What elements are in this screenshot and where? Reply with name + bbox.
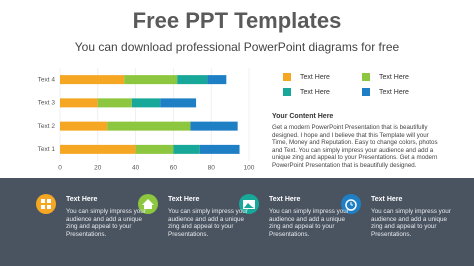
- content-body: Get a modern PowerPoint Presentation tha…: [272, 124, 438, 169]
- x-tick-label: 0: [58, 165, 62, 172]
- bar-segment: [160, 98, 197, 108]
- bar-segment: [177, 75, 208, 85]
- bar-segment: [60, 121, 108, 131]
- icon: [239, 194, 259, 214]
- bar-segment: [131, 98, 161, 108]
- legend-label: Text Here: [379, 74, 409, 81]
- bar-segment: [190, 121, 238, 131]
- legend-swatch: [362, 88, 370, 96]
- feature-body: You can simply impress your audience and…: [371, 208, 451, 238]
- icons: [36, 194, 361, 214]
- y-tick-label: Text 3: [38, 100, 56, 107]
- x-tick-label: 40: [132, 165, 140, 172]
- bar-segment: [60, 98, 98, 108]
- bar-segment: [60, 144, 136, 154]
- feature-body: You can simply impress your audience and…: [269, 208, 349, 238]
- legend-label: Text Here: [300, 89, 330, 96]
- bar-segment: [60, 75, 125, 85]
- y-tick-label: Text 1: [38, 146, 56, 153]
- bar-segment: [107, 121, 191, 131]
- x-tick-label: 80: [208, 165, 216, 172]
- title: Free PPT Templates: [132, 8, 342, 33]
- feature-title: Text Here: [371, 196, 403, 203]
- subtitle: You can download professional PowerPoint…: [74, 40, 400, 54]
- legend-swatch: [362, 73, 370, 81]
- legend-swatch: [283, 88, 291, 96]
- feature-body: You can simply impress your audience and…: [168, 208, 248, 238]
- feature-title: Text Here: [168, 196, 200, 203]
- bar-segment: [97, 98, 132, 108]
- y-tick-label: Text 4: [38, 76, 56, 83]
- legend-label: Text Here: [300, 74, 330, 81]
- chart: 0 20 40 60 80 100 Text 1 Text 2 Text 3 Text 4 Text…: [38, 68, 409, 172]
- x-tick-label: 60: [170, 165, 178, 172]
- bar-segment: [199, 144, 240, 154]
- feature-body: You can simply impress your audience and…: [66, 208, 146, 238]
- x-tick-label: 100: [244, 165, 255, 172]
- y-tick-label: Text 2: [38, 123, 56, 130]
- bar-segment: [124, 75, 178, 85]
- x-tick-label: 20: [94, 165, 102, 172]
- legend-swatch: [283, 73, 291, 81]
- icon: [341, 194, 361, 214]
- bar-segment: [135, 144, 174, 154]
- icon: [138, 194, 158, 214]
- footer-band: [0, 178, 474, 266]
- feature-title: Text Here: [269, 196, 301, 203]
- content-title: Your Content Here: [272, 113, 334, 120]
- legend-label: Text Here: [379, 89, 409, 96]
- icon: [36, 194, 56, 214]
- feature-title: Text Here: [66, 196, 98, 203]
- bar-segment: [173, 144, 200, 154]
- bar-segment: [207, 75, 227, 85]
